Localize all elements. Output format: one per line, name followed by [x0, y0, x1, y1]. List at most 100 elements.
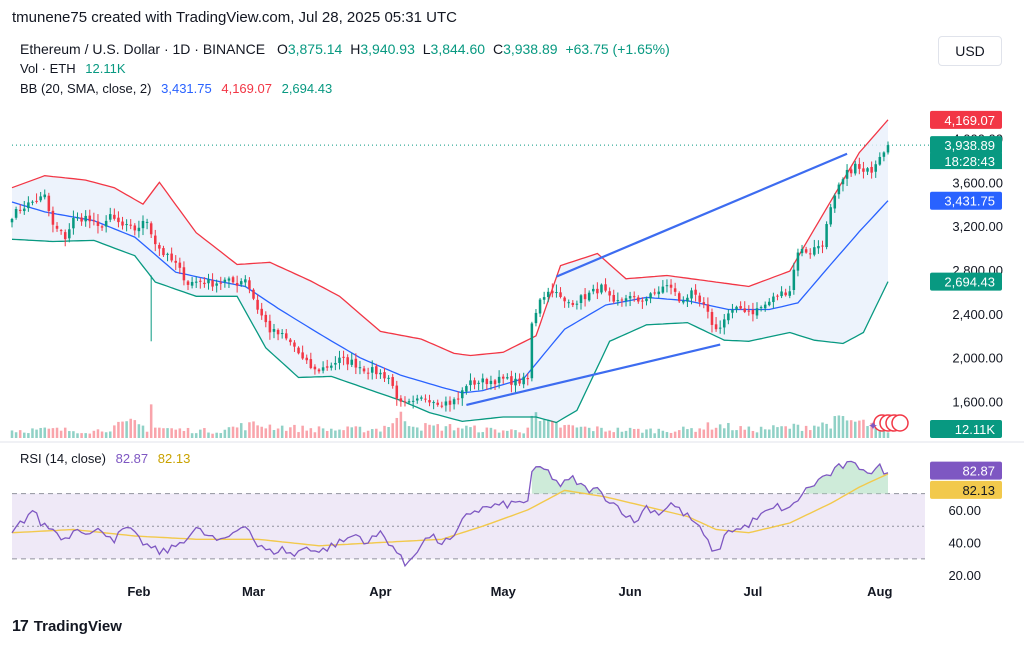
candle-body — [808, 253, 812, 255]
candle-body — [641, 300, 644, 302]
volume-bar — [534, 412, 538, 438]
candle-body — [575, 303, 579, 305]
candle-body — [690, 290, 693, 299]
price-tag-bg — [930, 136, 1002, 155]
volume-bar — [612, 432, 616, 438]
candle-body — [727, 313, 730, 321]
volume-bar — [469, 427, 472, 438]
volume-bar — [145, 431, 149, 438]
volume-bar — [530, 415, 534, 438]
candle-body — [628, 296, 632, 299]
volume-bar — [391, 423, 394, 438]
candle-body — [698, 295, 701, 302]
volume-bar — [677, 430, 681, 438]
candle-body — [420, 397, 423, 399]
volume-bar — [207, 432, 210, 438]
volume-bar — [76, 433, 79, 438]
candle-body — [669, 284, 673, 288]
rsi-ma-line — [11, 473, 889, 547]
candle-body — [542, 297, 546, 300]
price-tag-bg — [930, 191, 1002, 210]
bollinger-label[interactable]: BB (20, SMA, close, 2) — [20, 81, 152, 96]
bollinger-basis-line — [11, 200, 889, 394]
volume-bar — [649, 428, 652, 438]
volume-bar — [428, 424, 431, 438]
candle-body — [653, 292, 656, 294]
volume-bar — [68, 431, 71, 438]
volume-bar — [354, 426, 358, 438]
tradingview-logo[interactable]: 17 TradingView — [12, 618, 122, 636]
candle-body — [637, 297, 640, 302]
volume-bar — [55, 427, 59, 438]
volume-bar — [739, 426, 742, 438]
candle-body — [199, 280, 202, 282]
candle-body — [379, 372, 382, 375]
volume-bar — [461, 428, 464, 438]
volume-bar — [448, 424, 452, 438]
currency-selector[interactable]: USD — [938, 36, 1002, 66]
bollinger-upper-value: 4,169.07 — [221, 81, 272, 96]
candle-body — [313, 366, 317, 370]
candle-body — [694, 289, 697, 295]
volume-bar — [563, 425, 566, 438]
candle-body — [92, 220, 96, 222]
candle-body — [673, 288, 677, 292]
volume-bar — [309, 428, 313, 438]
volume-bar — [338, 429, 341, 438]
candle-body — [72, 217, 75, 229]
candle-body — [158, 245, 161, 249]
candle-body — [747, 310, 751, 312]
rsi-axis-label: 40.00 — [948, 536, 981, 551]
volume-bar — [497, 432, 501, 438]
volume-bar — [272, 430, 276, 438]
volume-bar — [522, 433, 525, 438]
volume-bar — [518, 432, 521, 438]
grid — [0, 144, 1024, 443]
candle-body — [878, 156, 882, 165]
rsi-axis-label: 60.00 — [948, 503, 981, 518]
candle-body — [264, 314, 268, 323]
sparkle-icon: ✦ — [868, 419, 878, 433]
rsi-pane — [11, 460, 925, 568]
volume-bar — [325, 430, 329, 438]
volume-bar — [227, 427, 231, 438]
candle-body — [493, 380, 497, 385]
candle-body — [387, 377, 390, 379]
volume-bar — [489, 427, 493, 438]
candle-body — [289, 339, 292, 343]
volume-bar — [23, 432, 26, 438]
volume-bar — [874, 423, 877, 438]
candle-body — [465, 386, 468, 392]
candle-body — [76, 217, 79, 219]
month-label: Mar — [242, 584, 265, 599]
volume-bar — [276, 428, 280, 438]
symbol-title[interactable]: Ethereum / U.S. Dollar · 1D · BINANCE — [20, 41, 266, 57]
volume-bar — [297, 432, 300, 438]
candle-body — [145, 221, 149, 223]
volume-bar — [747, 426, 751, 438]
candle-body — [129, 224, 132, 226]
volume-bar — [284, 430, 288, 438]
volume-bar — [108, 431, 112, 438]
candle-body — [858, 164, 861, 169]
candle-body — [284, 333, 288, 339]
volume-bar — [358, 426, 362, 438]
volume-bar — [796, 424, 800, 438]
candle-body — [784, 292, 787, 296]
rsi-label[interactable]: RSI (14, close) — [20, 451, 106, 466]
candle-body — [23, 208, 26, 212]
volume-bar — [174, 429, 178, 438]
candle-body — [567, 302, 570, 304]
candle-body — [706, 304, 710, 312]
candle-body — [718, 327, 722, 329]
month-label: Feb — [127, 584, 150, 599]
candle-body — [592, 288, 595, 292]
candle-body — [596, 288, 599, 294]
volume-label[interactable]: Vol · ETH — [20, 61, 76, 76]
candle-body — [510, 376, 513, 385]
candle-body — [616, 300, 620, 302]
volume-bar — [411, 426, 415, 438]
volume-bar — [657, 428, 661, 438]
volume-bar — [686, 429, 689, 438]
